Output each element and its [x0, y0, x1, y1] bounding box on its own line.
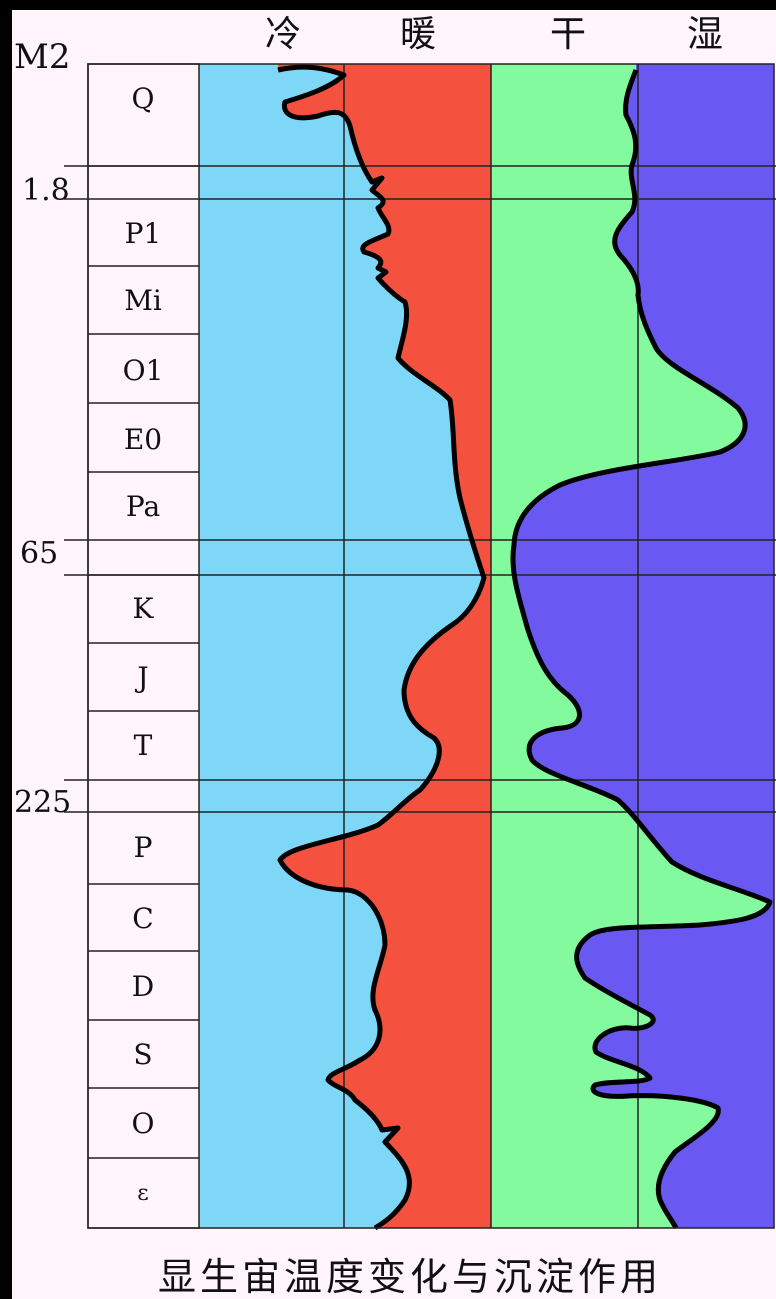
wet-area — [512, 64, 774, 1228]
period-label: C — [132, 902, 153, 935]
age-unit-label: M2 — [14, 37, 70, 77]
column-label-dry: 干 — [550, 14, 586, 55]
period-label: Pa — [126, 490, 160, 523]
period-label: O1 — [123, 354, 164, 387]
column-label-wet: 湿 — [687, 14, 723, 55]
period-label: J — [134, 661, 148, 694]
period-label: P — [134, 831, 153, 864]
warm-area — [278, 64, 491, 1228]
period-label: D — [132, 970, 154, 1003]
period-label: T — [134, 729, 153, 762]
age-marker-1-8: 1.8 — [22, 173, 70, 208]
diagram-caption: 显生宙温度变化与沉淀作用 — [158, 1255, 662, 1299]
period-label: P1 — [125, 217, 162, 250]
period-label: Mi — [124, 284, 162, 317]
column-label-cold: 冷 — [265, 14, 301, 55]
period-labels: Q P1 Mi O1 E0 Pa K J T P C D S O ε — [123, 82, 164, 1206]
period-label: K — [133, 592, 155, 625]
temperature-curve — [277, 64, 487, 1231]
left-border — [0, 0, 12, 1299]
top-border — [0, 0, 776, 10]
period-label: E0 — [124, 423, 162, 456]
period-label: Q — [132, 82, 155, 115]
moisture-curve — [510, 69, 773, 1230]
age-marker-65: 65 — [20, 536, 58, 571]
period-label: ε — [137, 1181, 148, 1206]
chart-frame — [87, 63, 775, 1229]
period-label: O — [132, 1107, 155, 1140]
age-marker-225: 225 — [14, 785, 71, 820]
era-boundaries — [64, 165, 776, 813]
column-label-warm: 暖 — [400, 14, 436, 55]
period-label: S — [133, 1038, 152, 1071]
